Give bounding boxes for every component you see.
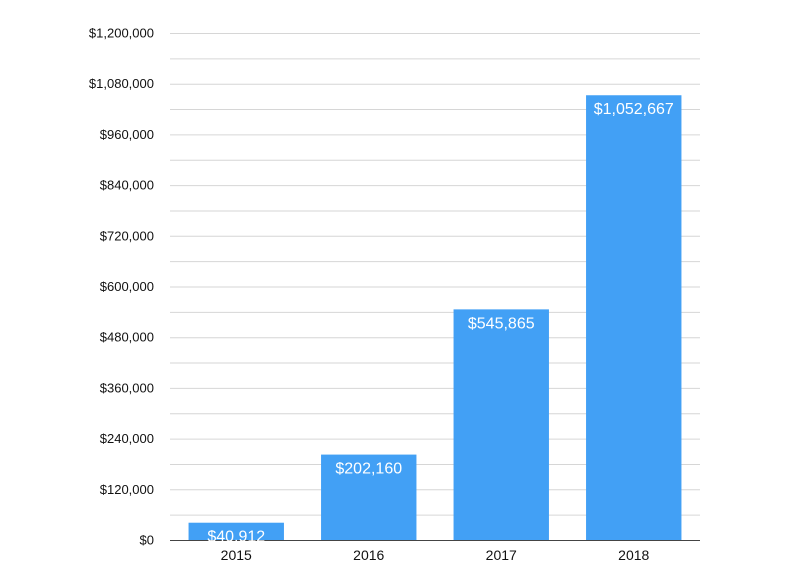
y-tick-label: $0: [140, 533, 154, 548]
y-tick-label: $960,000: [100, 127, 154, 142]
bar-value-label: $1,052,667: [594, 101, 674, 118]
bar-2018: [586, 95, 682, 540]
x-tick-label: 2017: [486, 547, 517, 563]
y-tick-label: $1,080,000: [89, 76, 154, 91]
y-tick-label: $600,000: [100, 279, 154, 294]
bar-2016: [321, 454, 417, 540]
x-tick-label: 2018: [618, 547, 649, 563]
y-tick-label: $840,000: [100, 178, 154, 193]
y-tick-label: $480,000: [100, 330, 154, 345]
bar-2017: [453, 309, 549, 540]
y-tick-label: $360,000: [100, 380, 154, 395]
x-tick-label: 2015: [221, 547, 252, 563]
bar-value-label: $40,912: [207, 529, 265, 546]
labels: $0 $120,000 $240,000 $360,000 $480,000 $600,0…: [89, 26, 674, 564]
bar-value-label: $545,865: [468, 315, 535, 332]
bars: [188, 95, 682, 540]
bar-2015: [188, 522, 284, 540]
y-tick-label: $720,000: [100, 228, 154, 243]
y-tick-label: $1,200,000: [89, 26, 154, 41]
x-tick-label: 2016: [353, 547, 384, 563]
y-tick-label: $120,000: [100, 482, 154, 497]
y-tick-label: $240,000: [100, 431, 154, 446]
bar-value-label: $202,160: [335, 461, 402, 478]
